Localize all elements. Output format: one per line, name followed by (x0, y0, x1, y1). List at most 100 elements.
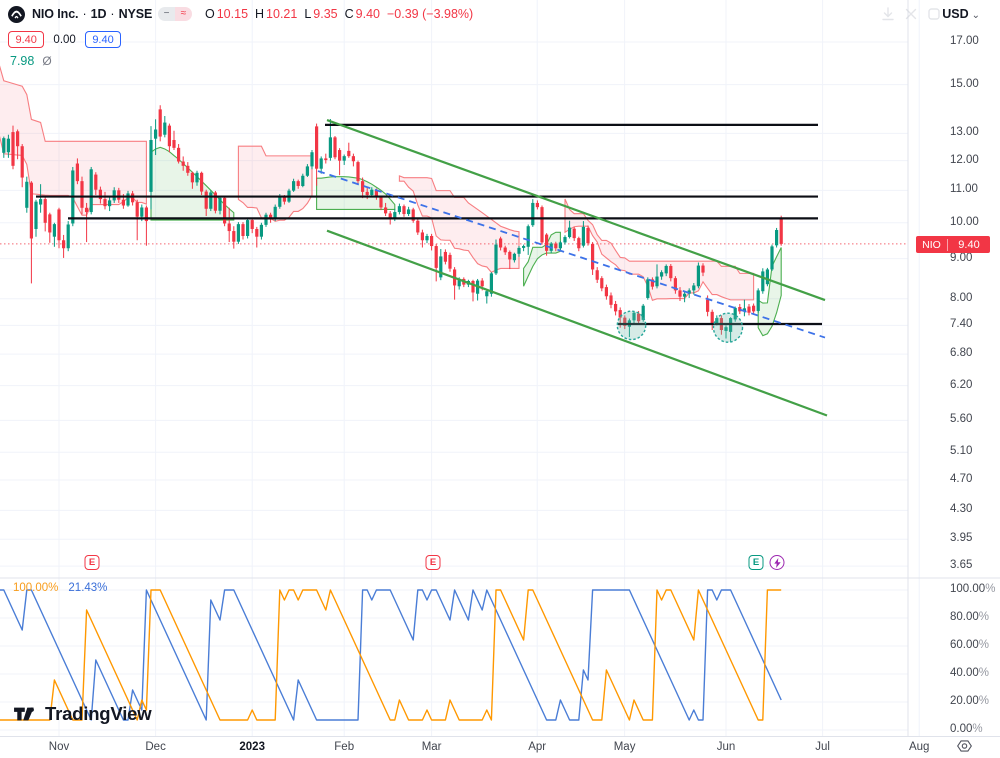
bolt-path (773, 557, 781, 568)
low-label: L (304, 7, 312, 21)
time-tick-label[interactable]: Jul (815, 741, 830, 753)
time-tick-label[interactable]: Jun (716, 741, 736, 753)
candle-body (135, 202, 139, 217)
candle-body (710, 311, 714, 324)
candle-body (319, 158, 323, 169)
candle-body (149, 140, 153, 192)
candle-body (683, 293, 687, 297)
candle-body (761, 271, 765, 292)
time-tick-label[interactable]: Mar (421, 741, 442, 753)
candle-body (342, 156, 346, 161)
candle-body (85, 207, 89, 213)
candle-body (696, 265, 700, 287)
candle-body (370, 189, 374, 195)
candle-body (388, 213, 392, 220)
aroon-legend[interactable]: 100.00% 21.43% (13, 582, 107, 594)
candle-body (223, 197, 227, 224)
wave-pill-icon[interactable]: ≈ (175, 7, 192, 21)
candle-body (374, 189, 378, 198)
symbol-title[interactable]: NIO Inc. (32, 7, 79, 21)
price-badge-blue[interactable]: 9.40 (84, 31, 122, 48)
candle-body (338, 150, 342, 161)
highlight-ellipse[interactable] (712, 312, 744, 343)
price-tick-label: 8.00 (950, 291, 973, 304)
exchange-label[interactable]: NYSE (118, 7, 153, 21)
window-action-icons (881, 7, 941, 21)
download-icon[interactable] (881, 7, 895, 21)
fullscreen-icon[interactable] (927, 7, 941, 21)
candle-body (43, 199, 47, 223)
currency-menu[interactable]: USD ⌄ (942, 7, 980, 21)
candle-body (315, 126, 319, 169)
candle-body (108, 200, 112, 207)
aroon-tick-label: 0.00% (914, 723, 994, 735)
candle-body (16, 131, 20, 147)
candle-body (632, 312, 636, 321)
candle-body (273, 206, 277, 220)
time-tick-label[interactable]: Nov (48, 741, 70, 753)
candle-body (163, 122, 167, 135)
candle-body (660, 272, 664, 277)
event-marker-icon[interactable] (769, 555, 785, 570)
price-badge-red[interactable]: 9.40 (8, 31, 45, 48)
open-label: O (205, 7, 215, 21)
candle-body (765, 269, 769, 285)
earnings-marker-icon[interactable]: E (425, 555, 441, 570)
aroon-tick-number: 20.00 (950, 695, 979, 707)
time-tick-label[interactable]: 2023 (239, 741, 265, 753)
high-value: 10.21 (266, 7, 298, 21)
symbol-info[interactable]: NIO Inc. · 1D · NYSE (8, 4, 152, 24)
zero-value: 0.00 (53, 33, 76, 46)
candle-body (568, 227, 572, 238)
earnings-marker-icon[interactable]: E (748, 555, 764, 570)
close-x-path (905, 8, 917, 20)
candle-body (609, 295, 613, 305)
candle-body (650, 279, 654, 287)
candle-body (535, 202, 539, 208)
time-tick-label[interactable]: May (613, 741, 636, 753)
tradingview-logo-icon (14, 707, 34, 721)
interval-label[interactable]: 1D (90, 7, 107, 21)
candle-body (52, 224, 56, 237)
candle-body (614, 303, 618, 312)
channel-upper-line (326, 119, 826, 302)
title-separator2: · (110, 7, 115, 21)
candle-body (724, 327, 728, 331)
time-tick-label[interactable]: Dec (145, 741, 166, 753)
candle-body (637, 313, 641, 322)
highlight-ellipse[interactable] (616, 310, 647, 341)
candle-body (384, 207, 388, 214)
candle-body (752, 305, 756, 312)
candle-body (126, 193, 130, 206)
tv-mark-dot (29, 707, 34, 712)
price-tick-label: 12.00 (950, 153, 979, 166)
candle-body (6, 138, 10, 153)
aroon-tick-percent: % (985, 583, 996, 595)
candle-body (775, 230, 779, 246)
candle-body (11, 132, 15, 166)
time-tick-label[interactable]: Feb (334, 741, 355, 753)
candle-body (232, 231, 236, 242)
aroon-up-line (0, 589, 782, 721)
minus-pill-icon[interactable]: − (158, 7, 175, 21)
price-tick-label: 5.60 (950, 413, 973, 426)
candle-body (131, 193, 135, 203)
cloud-segment-red (398, 175, 520, 274)
earnings-marker-icon[interactable]: E (84, 555, 100, 570)
close-icon[interactable] (904, 7, 918, 21)
tradingview-watermark[interactable]: TradingView (12, 703, 152, 725)
timezone-settings-icon[interactable] (956, 739, 973, 753)
aroon-tick-label: 80.00% (914, 611, 994, 623)
chevron-down-icon: ⌄ (971, 10, 980, 21)
candle-body (448, 254, 452, 269)
open-value: 10.15 (216, 7, 249, 21)
candle-body (218, 197, 222, 211)
candle-body (407, 209, 411, 215)
time-tick-label[interactable]: Apr (528, 741, 547, 753)
candle-body (209, 192, 213, 209)
candle-body (618, 310, 622, 318)
cloud-segment-red (564, 198, 755, 301)
time-tick-label[interactable]: Aug (908, 741, 930, 753)
candle-body (494, 244, 498, 274)
